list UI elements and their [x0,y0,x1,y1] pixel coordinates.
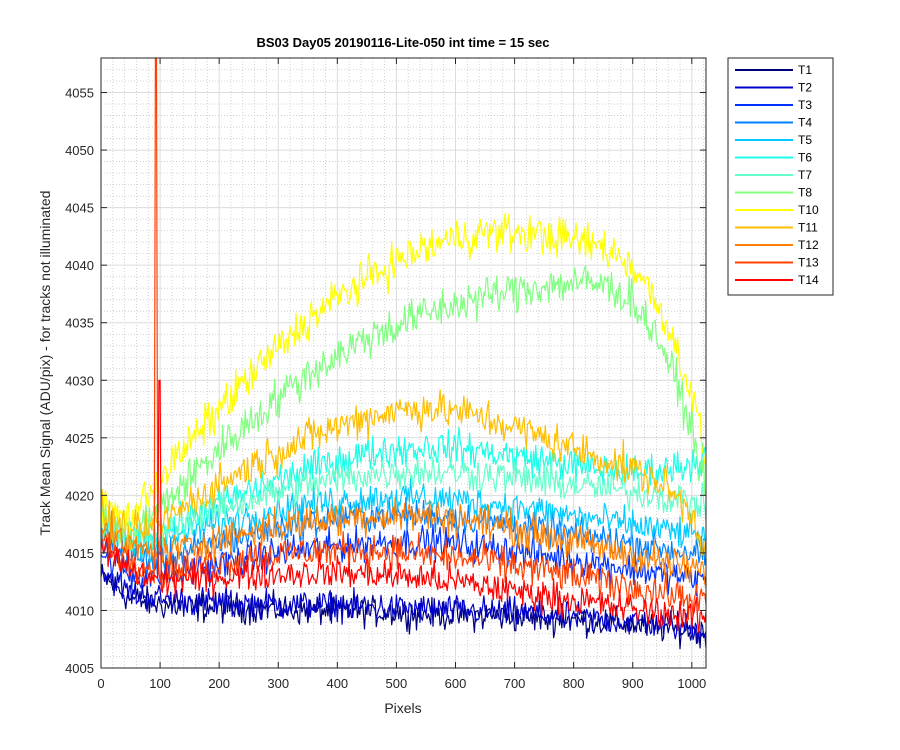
legend-label-t12: T12 [798,238,819,252]
series-layer [100,57,707,650]
x-tick-label: 400 [326,676,348,691]
x-tick-label: 700 [504,676,526,691]
x-tick-label: 300 [267,676,289,691]
x-tick-label: 500 [386,676,408,691]
x-tick-label: 800 [563,676,585,691]
x-tick-label: 200 [208,676,230,691]
legend-label-t10: T10 [798,203,819,217]
series-line-t7 [100,456,707,552]
legend-label-t13: T13 [798,256,819,270]
y-tick-label: 4020 [65,488,94,503]
legend-label-t4: T4 [798,116,812,130]
legend-label-t3: T3 [798,98,812,112]
legend-label-t11: T11 [798,221,818,235]
series-line-t11 [100,389,707,560]
plot-area-border [100,57,707,669]
series-line-t14 [100,379,707,634]
legend-label-t5: T5 [798,133,812,147]
y-tick-label: 4045 [65,201,94,216]
series-line-t1 [100,563,707,650]
series-line-t8 [100,264,707,550]
series-line-t4 [100,496,707,575]
chart-title: BS03 Day05 20190116-Lite-050 int time = … [256,35,549,50]
x-tick-label: 600 [445,676,467,691]
x-tick-label: 900 [622,676,644,691]
legend-label-t6: T6 [798,151,812,165]
y-axis-label: Track Mean Signal (ADU/pix) - for tracks… [37,191,53,536]
y-tick-label: 4015 [65,546,94,561]
legend-label-t1: T1 [798,63,812,77]
legend-box [727,57,834,296]
y-tick-label: 4035 [65,316,94,331]
y-tick-label: 4050 [65,143,94,158]
legend-label-t8: T8 [798,186,812,200]
legend-label-t7: T7 [798,168,812,182]
y-tick-label: 4030 [65,373,94,388]
x-axis-label: Pixels [384,700,421,716]
ticks-layer: 0 100 200 300 400 500 600 700 800 900 1000 4005 4010… [65,58,706,691]
plot-area-background [101,58,706,668]
legend-label-t14: T14 [798,273,819,287]
y-tick-label: 4025 [65,431,94,446]
y-tick-label: 4040 [65,258,94,273]
y-tick-label: 4010 [65,603,94,618]
legend: T1 T2 T3 T4 T5 T6 T7 T8 T10 T11 T12 T13 T14 [727,57,834,296]
y-tick-label: 4005 [65,661,94,676]
series-line-t12 [100,496,707,587]
x-tick-label: 1000 [677,676,706,691]
y-tick-label: 4055 [65,86,94,101]
legend-label-t2: T2 [798,81,812,95]
series-line-t2 [100,570,707,644]
series-line-t10 [100,212,707,531]
x-tick-label: 0 [97,676,104,691]
x-tick-label: 100 [149,676,171,691]
